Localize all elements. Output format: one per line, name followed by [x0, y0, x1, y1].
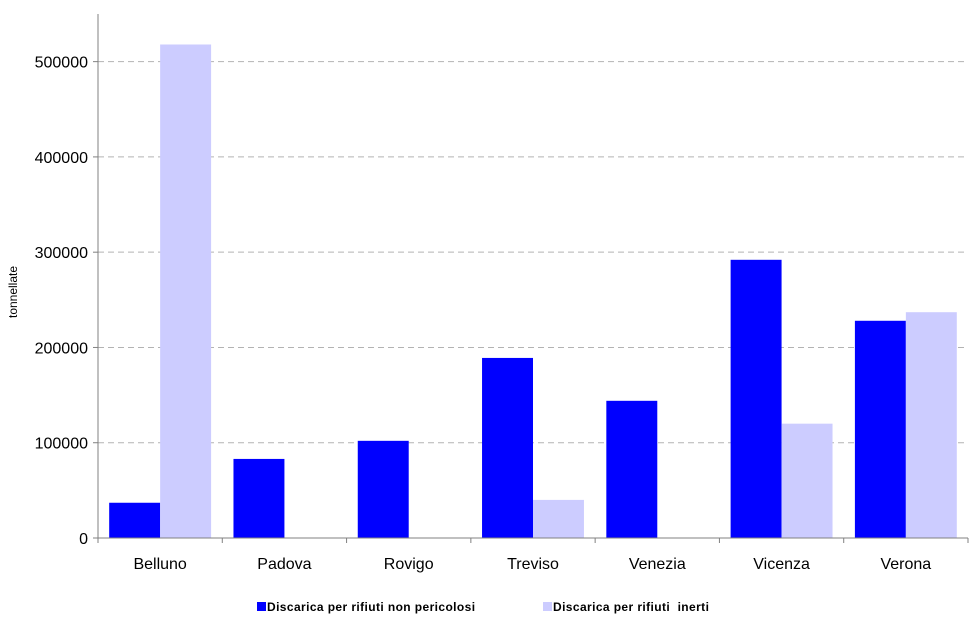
x-tick-label: Rovigo: [384, 556, 434, 573]
axes: [97, 14, 968, 539]
x-tick-label: Belluno: [133, 556, 186, 573]
y-tick-label: 100000: [35, 436, 88, 453]
y-axis-label: tonnellate: [6, 266, 20, 318]
x-tick-labels: Belluno Padova Rovigo Treviso Venezia Vicenza…: [97, 538, 969, 573]
x-tick-label: Vicenza: [753, 556, 810, 573]
bar-inerti-treviso: [533, 499, 584, 538]
y-tick-labels: 0 100000 200000 300000 400000 500000: [35, 55, 98, 548]
bar-inerti-verona: [905, 312, 957, 538]
legend-label: Discarica per rifiuti non pericolosi: [267, 600, 475, 614]
x-tick-label: Padova: [257, 556, 311, 573]
x-tick-label: Treviso: [507, 556, 559, 573]
x-tick-label: Verona: [880, 556, 931, 573]
bars: [109, 44, 957, 538]
x-tick-label: Venezia: [629, 556, 686, 573]
y-tick-label: 400000: [35, 150, 88, 167]
y-tick-label: 500000: [35, 55, 88, 72]
y-tick-label: 200000: [35, 340, 88, 357]
bar-non-pericolosi-rovigo: [357, 440, 409, 538]
bar-non-pericolosi-treviso: [482, 357, 533, 538]
bar-inerti-belluno: [160, 44, 212, 538]
y-tick-label: 300000: [35, 245, 88, 262]
bar-inerti-vicenza: [781, 423, 833, 538]
bar-non-pericolosi-vicenza: [730, 259, 782, 538]
legend-swatch: [543, 602, 552, 611]
bar-non-pericolosi-venezia: [606, 400, 658, 538]
legend: Discarica per rifiuti non pericolosi Disc…: [257, 600, 709, 614]
bar-non-pericolosi-belluno: [109, 502, 161, 538]
legend-label: Discarica per rifiuti inerti: [553, 600, 709, 614]
y-tick-label: 0: [79, 531, 88, 548]
bar-non-pericolosi-verona: [854, 320, 906, 538]
bar-non-pericolosi-padova: [233, 458, 285, 538]
legend-swatch: [257, 602, 266, 611]
